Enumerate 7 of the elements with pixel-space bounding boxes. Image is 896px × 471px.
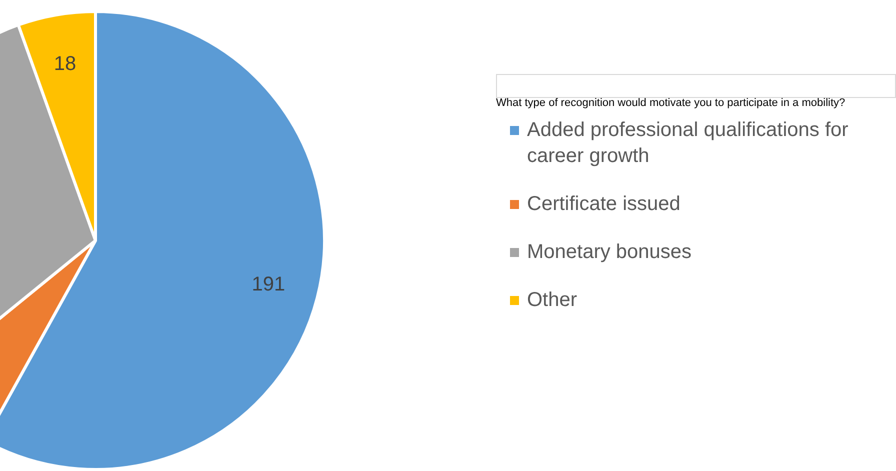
legend-title: What type of recognition would motivate you to participate in a mobility? (496, 97, 846, 109)
data-label: 191 (252, 274, 286, 296)
legend-label: Monetary bonuses (527, 240, 692, 265)
legend-label: Added professional qualifications for career growth (527, 118, 850, 169)
data-label: 18 (54, 53, 76, 76)
legend-label: Other (527, 288, 578, 313)
legend-label: Certificate issued (527, 192, 680, 217)
